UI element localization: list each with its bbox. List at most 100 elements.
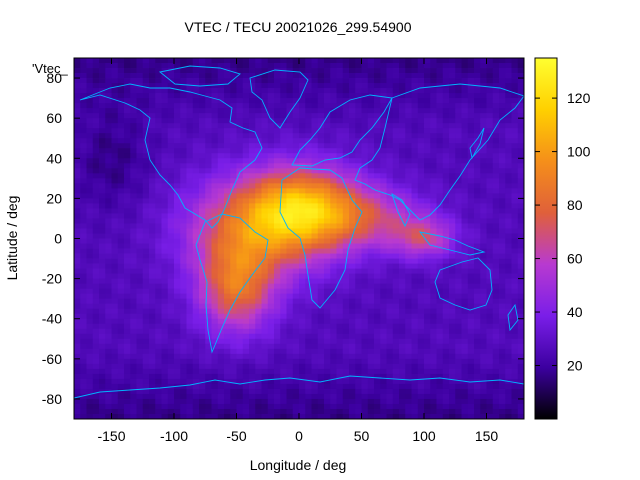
heatmap-cell [149, 118, 156, 124]
heatmap-cell [417, 388, 425, 395]
heatmap-cell [149, 323, 156, 330]
heatmap-cell [305, 313, 312, 320]
heatmap-cell [86, 378, 94, 385]
heatmap-cell [455, 398, 462, 405]
heatmap-cell [124, 248, 131, 254]
heatmap-cell [155, 63, 162, 69]
heatmap-cell [399, 153, 406, 159]
heatmap-cell [74, 178, 81, 184]
heatmap-cell [411, 218, 419, 224]
heatmap-cell [480, 383, 487, 390]
heatmap-cell [199, 403, 206, 410]
heatmap-cell [136, 268, 144, 274]
heatmap-cell [105, 133, 112, 139]
heatmap-cell [449, 268, 456, 274]
heatmap-cell [386, 163, 394, 169]
heatmap-cell [367, 273, 375, 280]
heatmap-cell [411, 243, 419, 249]
heatmap-cell [517, 253, 524, 259]
heatmap-cell [380, 68, 387, 74]
heatmap-cell [330, 173, 337, 179]
heatmap-cell [86, 158, 94, 164]
heatmap-cell [349, 143, 356, 149]
heatmap-cell [480, 353, 487, 360]
heatmap-cell [180, 268, 187, 274]
heatmap-cell [342, 123, 350, 129]
heatmap-cell [399, 268, 406, 274]
heatmap-cell [149, 198, 156, 204]
heatmap-cell [136, 328, 144, 335]
heatmap-cell [449, 253, 456, 259]
heatmap-cell [130, 213, 137, 219]
heatmap-cell [130, 143, 137, 149]
heatmap-cell [311, 393, 319, 400]
heatmap-cell [242, 373, 250, 380]
heatmap-cell [267, 368, 275, 375]
heatmap-cell [99, 288, 106, 295]
heatmap-cell [180, 343, 187, 350]
heatmap-cell [136, 223, 144, 229]
heatmap-cell [74, 88, 81, 94]
heatmap-cell [411, 73, 419, 79]
heatmap-cell [311, 78, 319, 84]
heatmap-cell [242, 148, 250, 154]
heatmap-cell [386, 308, 394, 315]
heatmap-cell [136, 218, 144, 224]
heatmap-cell [111, 158, 119, 164]
heatmap-cell [249, 323, 256, 330]
heatmap-cell [511, 98, 519, 104]
heatmap-cell [486, 158, 494, 164]
heatmap-cell [367, 93, 375, 99]
heatmap-cell [411, 228, 419, 234]
heatmap-cell [299, 228, 306, 234]
heatmap-cell [511, 128, 519, 134]
heatmap-cell [342, 218, 350, 224]
heatmap-cell [286, 388, 294, 395]
heatmap-cell [242, 393, 250, 400]
heatmap-cell [442, 58, 450, 64]
heatmap-cell [174, 228, 181, 234]
heatmap-cell [299, 163, 306, 169]
heatmap-cell [292, 258, 300, 264]
heatmap-cell [486, 103, 494, 109]
heatmap-cell [186, 388, 194, 395]
heatmap-cell [80, 158, 87, 164]
heatmap-cell [317, 78, 325, 84]
heatmap-cell [505, 373, 512, 380]
heatmap-cell [505, 393, 512, 400]
heatmap-cell [186, 293, 194, 300]
heatmap-cell [405, 148, 412, 154]
heatmap-cell [105, 353, 112, 360]
heatmap-cell [474, 113, 481, 119]
heatmap-cell [167, 198, 175, 204]
heatmap-cell [242, 238, 250, 244]
heatmap-cell [417, 203, 425, 209]
heatmap-cell [111, 183, 119, 189]
heatmap-cell [311, 363, 319, 370]
heatmap-cell [174, 363, 181, 370]
heatmap-cell [324, 203, 331, 209]
heatmap-cell [117, 203, 125, 209]
heatmap-cell [124, 313, 131, 320]
heatmap-cell [355, 103, 362, 109]
heatmap-cell [449, 93, 456, 99]
heatmap-cell [180, 163, 187, 169]
heatmap-cell [492, 298, 500, 305]
heatmap-cell [192, 283, 200, 290]
heatmap-cell [236, 83, 244, 89]
heatmap-cell [511, 118, 519, 124]
heatmap-cell [467, 98, 475, 104]
heatmap-cell [499, 153, 506, 159]
heatmap-cell [330, 398, 337, 405]
heatmap-cell [330, 243, 337, 249]
heatmap-cell [411, 198, 419, 204]
heatmap-cell [74, 208, 81, 214]
heatmap-cell [267, 123, 275, 129]
heatmap-cell [111, 308, 119, 315]
heatmap-cell [299, 173, 306, 179]
heatmap-cell [442, 368, 450, 375]
heatmap-cell [255, 128, 262, 134]
heatmap-cell [461, 108, 469, 114]
heatmap-cell [486, 393, 494, 400]
heatmap-cell [424, 173, 431, 179]
